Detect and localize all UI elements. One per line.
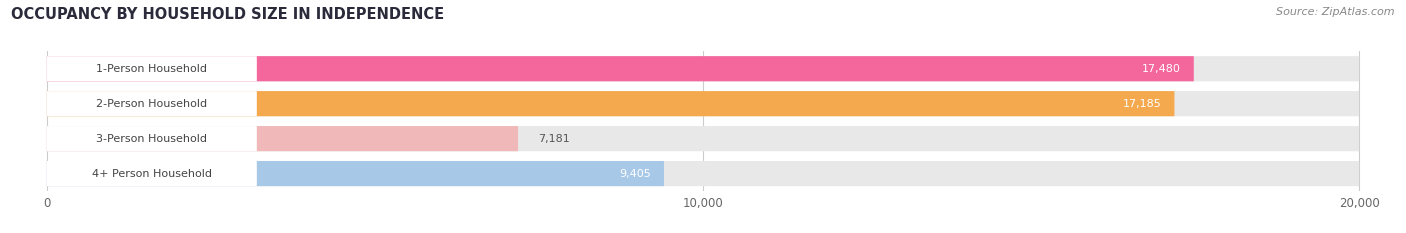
FancyBboxPatch shape [46,126,257,151]
Text: 7,181: 7,181 [537,134,569,144]
FancyBboxPatch shape [46,161,664,186]
FancyBboxPatch shape [46,56,1194,81]
Text: Source: ZipAtlas.com: Source: ZipAtlas.com [1277,7,1395,17]
FancyBboxPatch shape [46,91,1360,116]
FancyBboxPatch shape [46,56,1360,81]
FancyBboxPatch shape [46,161,1360,186]
FancyBboxPatch shape [46,91,1174,116]
FancyBboxPatch shape [46,126,1360,151]
Text: 2-Person Household: 2-Person Household [96,99,208,109]
FancyBboxPatch shape [46,161,257,186]
Text: 4+ Person Household: 4+ Person Household [91,169,212,178]
Text: OCCUPANCY BY HOUSEHOLD SIZE IN INDEPENDENCE: OCCUPANCY BY HOUSEHOLD SIZE IN INDEPENDE… [11,7,444,22]
FancyBboxPatch shape [46,91,257,116]
Text: 3-Person Household: 3-Person Household [97,134,207,144]
FancyBboxPatch shape [46,56,257,81]
Text: 17,480: 17,480 [1142,64,1181,74]
Text: 17,185: 17,185 [1122,99,1161,109]
Text: 9,405: 9,405 [619,169,651,178]
Text: 1-Person Household: 1-Person Household [97,64,207,74]
FancyBboxPatch shape [46,126,517,151]
